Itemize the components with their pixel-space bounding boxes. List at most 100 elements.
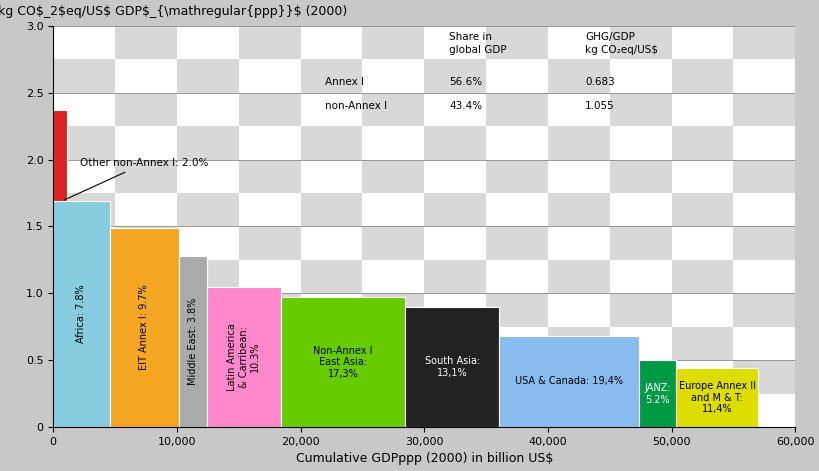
Bar [177, 59, 238, 93]
Text: USA & Canada: 19,4%: USA & Canada: 19,4% [514, 376, 622, 386]
Bar [547, 293, 609, 327]
Text: 43.4%: 43.4% [448, 101, 482, 111]
Bar [362, 93, 423, 126]
Bar [238, 160, 301, 193]
Text: 1.055: 1.055 [584, 101, 614, 111]
Bar [177, 293, 238, 327]
Bar [238, 26, 301, 59]
Bar [53, 26, 115, 59]
Text: Europe Annex II
and M & T:
11,4%: Europe Annex II and M & T: 11,4% [678, 381, 755, 414]
Bar [362, 126, 423, 160]
Bar [301, 160, 362, 193]
Bar [53, 327, 115, 360]
Text: 0.683: 0.683 [584, 77, 614, 87]
Bar [362, 394, 423, 427]
Bar [301, 193, 362, 227]
Bar [423, 227, 486, 260]
Bar [609, 293, 671, 327]
Bar [732, 260, 794, 293]
Bar [177, 394, 238, 427]
Bar [238, 193, 301, 227]
Bar [486, 394, 547, 427]
Bar [362, 193, 423, 227]
Bar [177, 327, 238, 360]
Text: 56.6%: 56.6% [448, 77, 482, 87]
Bar [732, 59, 794, 93]
Bar [609, 327, 671, 360]
Bar [280, 297, 405, 427]
Bar [53, 110, 67, 427]
Bar [405, 308, 499, 427]
Bar [732, 160, 794, 193]
Bar [53, 193, 115, 227]
Bar [238, 126, 301, 160]
Bar [115, 260, 177, 293]
Bar [110, 228, 179, 427]
Bar [423, 360, 486, 394]
Bar [547, 227, 609, 260]
Bar [115, 59, 177, 93]
Bar [609, 260, 671, 293]
Bar [53, 360, 115, 394]
Bar [115, 93, 177, 126]
Bar [671, 93, 732, 126]
Bar [115, 360, 177, 394]
Bar [301, 293, 362, 327]
Bar [177, 26, 238, 59]
Bar [53, 293, 115, 327]
Bar [732, 360, 794, 394]
Bar [547, 26, 609, 59]
Bar [301, 126, 362, 160]
Bar [486, 193, 547, 227]
Bar [115, 126, 177, 160]
Bar [486, 260, 547, 293]
Bar [609, 394, 671, 427]
Bar [423, 293, 486, 327]
Bar [301, 360, 362, 394]
Bar [609, 193, 671, 227]
Bar [547, 126, 609, 160]
Bar [732, 327, 794, 360]
Bar [238, 360, 301, 394]
Text: Non-Annex I
East Asia:
17,3%: Non-Annex I East Asia: 17,3% [313, 346, 373, 379]
Bar [362, 227, 423, 260]
Bar [732, 126, 794, 160]
Bar [53, 59, 115, 93]
Bar [362, 327, 423, 360]
Bar [547, 93, 609, 126]
Text: Africa: 7.8%: Africa: 7.8% [76, 285, 86, 343]
Bar [115, 327, 177, 360]
Bar [423, 59, 486, 93]
Bar [362, 260, 423, 293]
Bar [499, 335, 638, 427]
Bar [732, 293, 794, 327]
Bar [671, 360, 732, 394]
Bar [115, 293, 177, 327]
Bar [547, 59, 609, 93]
Bar [206, 287, 280, 427]
Bar [177, 227, 238, 260]
Bar [671, 26, 732, 59]
Bar [177, 93, 238, 126]
Bar [177, 260, 238, 293]
Bar [301, 59, 362, 93]
Bar [115, 160, 177, 193]
Bar [609, 126, 671, 160]
Bar [115, 26, 177, 59]
Text: Annex I: Annex I [325, 77, 364, 87]
Bar [486, 93, 547, 126]
Bar [238, 327, 301, 360]
X-axis label: Cumulative GDPppp (2000) in billion US$: Cumulative GDPppp (2000) in billion US$ [295, 453, 552, 465]
Bar [423, 26, 486, 59]
Bar [547, 260, 609, 293]
Bar [671, 394, 732, 427]
Bar [486, 26, 547, 59]
Bar [732, 193, 794, 227]
Bar [53, 394, 115, 427]
Text: kg CO$_2$eq/US$ GDP$_{\mathregular{ppp}}$ (2000): kg CO$_2$eq/US$ GDP$_{\mathregular{ppp}}… [0, 5, 346, 18]
Bar [177, 126, 238, 160]
Bar [301, 26, 362, 59]
Bar [671, 59, 732, 93]
Bar [362, 293, 423, 327]
Bar [732, 93, 794, 126]
